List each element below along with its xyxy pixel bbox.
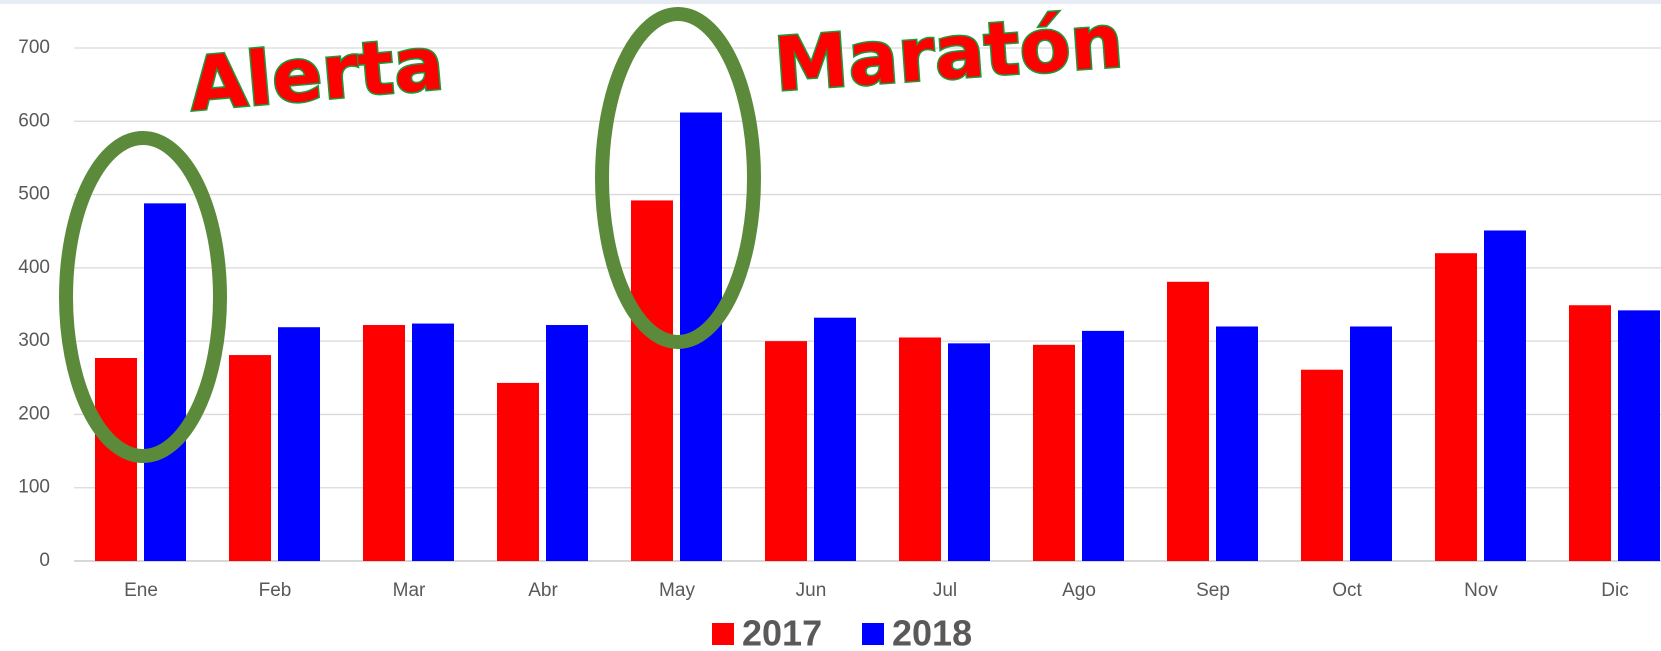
y-tick-label: 100 [18, 477, 50, 498]
y-tick-label: 200 [18, 403, 50, 424]
bar [144, 203, 186, 561]
bar [497, 382, 539, 561]
bar [1435, 253, 1477, 561]
x-tick-label: Feb [259, 580, 292, 601]
bar [631, 200, 673, 562]
y-tick-label: 400 [18, 257, 50, 278]
bar [1167, 281, 1209, 561]
bar [1033, 344, 1075, 561]
x-tick-label: Mar [393, 580, 426, 601]
bar [278, 327, 320, 561]
bar [814, 317, 856, 561]
x-tick-label: Jul [933, 580, 957, 601]
bar [1350, 326, 1392, 561]
bar [1082, 330, 1124, 561]
bar [546, 325, 588, 561]
y-tick-label: 300 [18, 330, 50, 351]
legend-label: 2017 [742, 613, 822, 651]
x-tick-label: May [659, 580, 695, 601]
bar [1618, 310, 1660, 561]
x-tick-label: Abr [528, 580, 558, 601]
y-tick-label: 600 [18, 110, 50, 131]
x-tick-label: Jun [796, 580, 827, 601]
x-tick-label: Sep [1196, 580, 1230, 601]
highlight-ellipse [59, 131, 227, 463]
legend-swatch [712, 623, 734, 645]
x-tick-label: Nov [1464, 580, 1498, 601]
bar [1569, 305, 1611, 561]
annotation: Maratón [772, 0, 1126, 108]
x-tick-label: Dic [1601, 580, 1628, 601]
bar [1216, 326, 1258, 561]
legend-label: 2018 [892, 613, 972, 651]
annotation: Alerta [186, 20, 447, 128]
bar [1301, 369, 1343, 561]
bar [363, 325, 405, 561]
x-tick-label: Ago [1062, 580, 1096, 601]
highlight-ellipse [595, 7, 761, 349]
bar [899, 337, 941, 561]
bar [765, 341, 807, 561]
x-tick-label: Ene [124, 580, 158, 601]
y-tick-label: 0 [39, 550, 50, 571]
legend-swatch [862, 623, 884, 645]
y-tick-label: 700 [18, 37, 50, 58]
bar [229, 355, 271, 561]
x-tick-label: Oct [1332, 580, 1362, 601]
bar [1484, 230, 1526, 561]
top-strip [0, 0, 1661, 4]
bar [948, 343, 990, 561]
bar [412, 323, 454, 561]
y-tick-label: 500 [18, 184, 50, 205]
